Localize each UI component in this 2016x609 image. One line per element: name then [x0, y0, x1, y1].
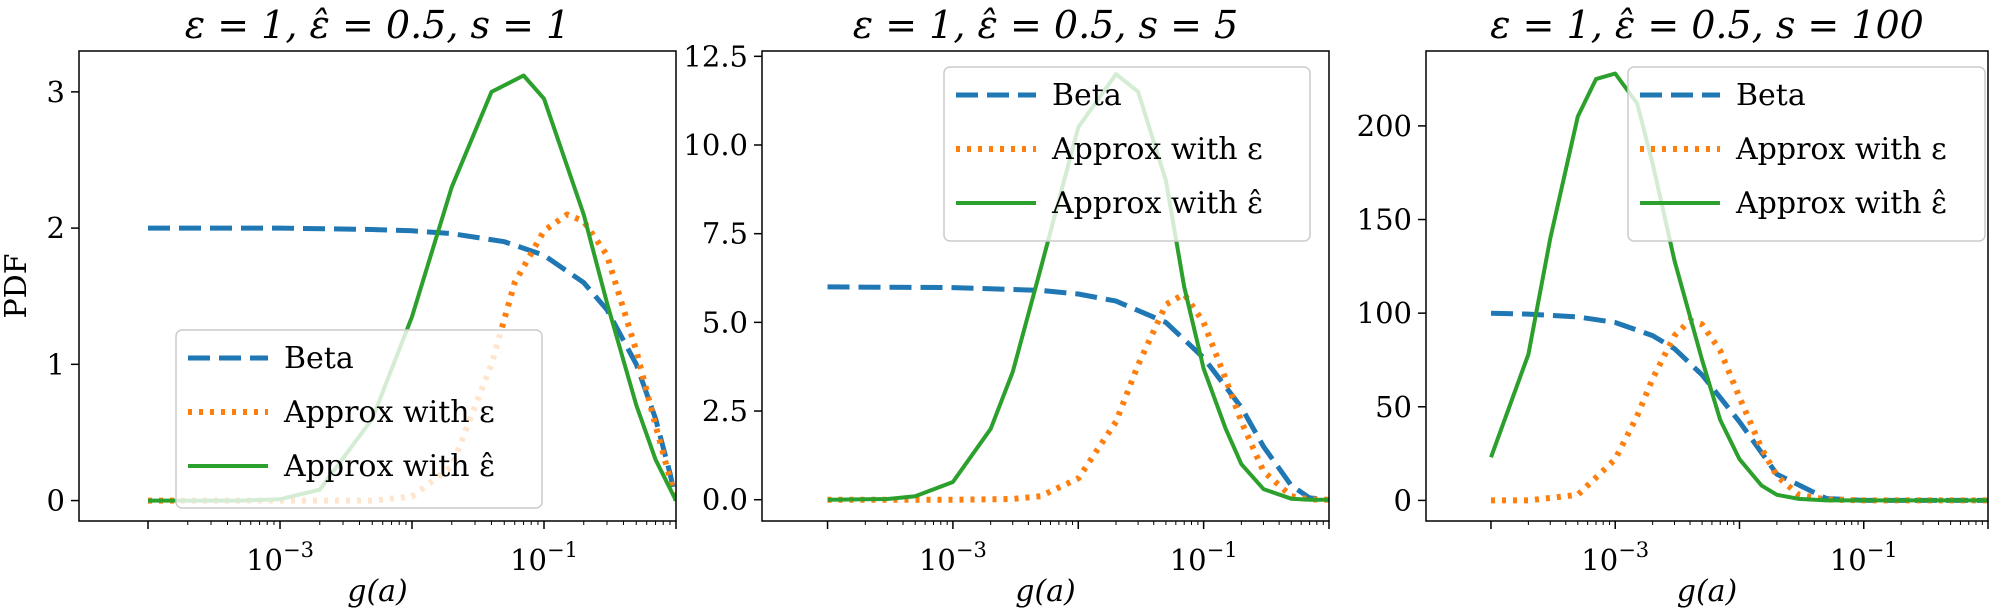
y-tick-label: 0: [1394, 483, 1412, 517]
x-tick-label: 10−3: [1581, 538, 1649, 577]
series-line-beta: [827, 284, 1329, 503]
y-tick-label: 7.5: [702, 217, 748, 251]
y-tick-label: 50: [1375, 390, 1412, 424]
y-tick-label: 5.0: [702, 305, 748, 339]
legend-label: Approx with ε: [1735, 132, 1947, 167]
series-line-approx-eps: [148, 211, 676, 504]
x-tick-label: 10−3: [919, 538, 987, 577]
legend-label: Approx with ε̂: [1735, 186, 1947, 221]
x-axis-label: g(a): [347, 574, 408, 609]
y-tick-label: 1: [47, 347, 65, 381]
chart-title: ε = 1, ε̂ = 0.5, s = 5: [853, 3, 1238, 47]
y-tick-label: 2: [47, 211, 65, 245]
series-line-approx-eps: [827, 291, 1329, 503]
legend-box: [175, 329, 543, 509]
legend-item-beta: Beta: [956, 78, 1122, 113]
chart-title: ε = 1, ε̂ = 0.5, s = 100: [1490, 3, 1924, 47]
legend-item-approx-eps: Approx with ε: [1640, 132, 1947, 167]
plot-frame: [1425, 50, 1989, 522]
chart-panel-3: 0 50 100 150 200 10−3 10−1 g(a) ε = 1, ε̂ = 0.5,…: [1357, 3, 1989, 609]
y-tick-label: 0: [47, 484, 65, 518]
x-tick-label: 10−1: [510, 538, 578, 577]
legend: Beta Approx with ε Approx with ε̂: [943, 66, 1311, 242]
legend-item-approx-eps-hat: Approx with ε̂: [1640, 186, 1947, 221]
chart-panel-2: 0.0 2.5 5.0 7.5 10.0 12.5 10−3 10−1 g(a) ε = 1, ε…: [683, 3, 1330, 609]
series-group: [1489, 71, 1988, 504]
y-tick-label: 150: [1357, 203, 1412, 237]
legend-label: Approx with ε: [283, 395, 495, 430]
legend-box: [1627, 66, 1986, 242]
x-tick-label: 10−1: [1830, 538, 1898, 577]
legend-label: Approx with ε̂: [1051, 186, 1263, 221]
series-line-beta: [1490, 310, 1988, 503]
legend-label: Approx with ε: [1051, 132, 1263, 167]
plot-frame: [78, 50, 677, 522]
legend-item-approx-eps: Approx with ε: [956, 132, 1263, 167]
x-tick-label: 10−1: [1170, 538, 1238, 577]
y-tick-label: 200: [1357, 109, 1412, 143]
y-tick-label: 12.5: [683, 39, 748, 73]
y-tick-label: 0.0: [702, 483, 748, 517]
legend-label: Beta: [284, 341, 354, 376]
legend-label: Beta: [1052, 78, 1122, 113]
series-line-approx-eps-hat: [1489, 71, 1988, 503]
legend-label: Beta: [1736, 78, 1806, 113]
y-tick-label: 2.5: [702, 394, 748, 428]
x-tick-label: 10−3: [246, 538, 314, 577]
legend: Beta Approx with ε Approx with ε̂: [175, 329, 543, 509]
legend-item-approx-eps: Approx with ε: [188, 395, 495, 430]
plot-frame: [761, 50, 1330, 522]
x-axis-label: g(a): [1677, 574, 1738, 609]
chart-panel-1: 0 1 2 3 10−3 10−1 g(a) ε = 1, ε̂ = 0.5, s = 1 Be…: [47, 3, 677, 609]
legend-item-beta: Beta: [188, 341, 354, 376]
series-line-approx-eps: [1491, 317, 1988, 504]
y-tick-label: 3: [47, 75, 65, 109]
y-tick-label: 10.0: [683, 128, 748, 162]
chart-title: ε = 1, ε̂ = 0.5, s = 1: [185, 3, 570, 47]
x-axis-label: g(a): [1015, 574, 1076, 609]
legend-box: [943, 66, 1311, 242]
y-axis-label: PDF: [0, 253, 34, 318]
legend: Beta Approx with ε Approx with ε̂: [1627, 66, 1986, 242]
legend-item-beta: Beta: [1640, 78, 1806, 113]
legend-item-approx-eps-hat: Approx with ε̂: [956, 186, 1263, 221]
legend-item-approx-eps-hat: Approx with ε̂: [188, 449, 495, 484]
y-tick-label: 100: [1357, 296, 1412, 330]
legend-label: Approx with ε̂: [283, 449, 495, 484]
